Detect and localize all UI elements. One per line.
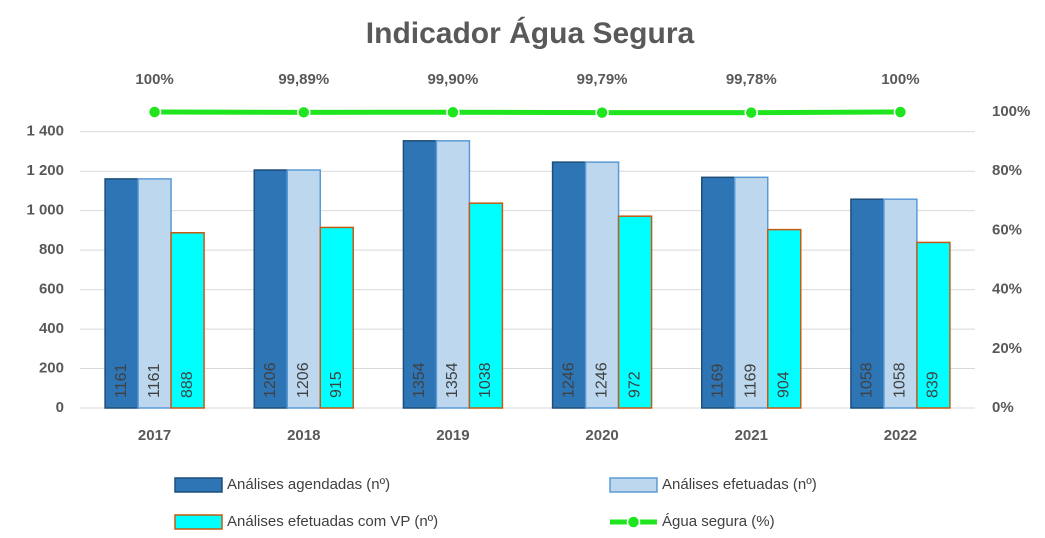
bar-value-label: 904 [775, 371, 792, 398]
bar [584, 161, 620, 409]
bar [170, 232, 205, 409]
line-value-label: 99,79% [577, 71, 628, 88]
bar-value-label: 1206 [295, 362, 312, 398]
bar-value-label: 888 [179, 371, 196, 398]
x-tick-label: 2022 [884, 427, 917, 444]
bar-value-label: 1246 [560, 362, 577, 398]
legend-marker [626, 515, 641, 529]
legend-label: Análises agendadas (nº) [227, 476, 390, 493]
bar-value-label: 1058 [892, 362, 909, 398]
bar [850, 198, 885, 409]
bar-value-label: 1169 [742, 363, 759, 398]
y2-tick-label: 40% [992, 281, 1022, 298]
bar [104, 178, 139, 409]
line-value-label: 100% [881, 71, 919, 88]
legend-label: Análises efetuadas (nº) [662, 476, 817, 493]
bar-value-label: 1038 [477, 362, 494, 398]
chart-title: Indicador Água Segura [366, 16, 695, 50]
bar [767, 228, 802, 409]
line-value-label: 100% [135, 71, 173, 88]
bar [319, 226, 354, 409]
y2-tick-label: 20% [992, 340, 1022, 357]
legend-swatch [174, 477, 223, 493]
y2-tick-label: 0% [992, 399, 1014, 416]
bar-value-label: 1354 [411, 362, 428, 398]
line-marker [744, 105, 758, 120]
bar-value-label: 972 [626, 371, 643, 398]
y-tick-label: 200 [39, 360, 64, 377]
bar-value-label: 1161 [146, 363, 163, 398]
line [154, 109, 901, 116]
y-tick-label: 400 [39, 320, 64, 337]
bar-value-label: 839 [925, 371, 942, 398]
bar [701, 176, 736, 409]
y-tick-label: 0 [56, 399, 64, 416]
y2-tick-label: 80% [992, 162, 1022, 179]
bar-value-label: 1354 [444, 362, 461, 398]
bar [883, 198, 918, 409]
bar-value-label: 1246 [593, 362, 610, 398]
bar [402, 140, 438, 409]
bar-value-label: 1058 [859, 362, 876, 398]
line-marker [297, 105, 311, 120]
y-tick-label: 1 400 [26, 123, 64, 140]
legend-label: Análises efetuadas com VP (nº) [227, 513, 438, 530]
line-value-label: 99,78% [726, 71, 777, 88]
y-tick-label: 600 [39, 281, 64, 298]
x-tick-label: 2017 [138, 427, 171, 444]
bar [916, 241, 951, 409]
x-tick-label: 2018 [287, 427, 320, 444]
bar-value-label: 915 [328, 371, 345, 398]
line-marker [595, 105, 609, 120]
line-marker [147, 105, 162, 119]
x-tick-label: 2020 [585, 427, 618, 444]
bar [286, 169, 321, 409]
y-tick-label: 1 000 [26, 202, 64, 219]
y2-tick-label: 100% [992, 103, 1030, 120]
legend-label: Água segura (%) [662, 513, 775, 530]
y2-tick-label: 60% [992, 221, 1022, 238]
y-tick-label: 800 [39, 241, 64, 258]
bar [137, 178, 172, 409]
legend-swatch [609, 477, 658, 493]
bar [734, 176, 769, 409]
bar [617, 215, 653, 409]
bar-value-label: 1161 [113, 363, 130, 398]
line-value-label: 99,89% [278, 71, 329, 88]
x-tick-label: 2019 [436, 427, 469, 444]
x-tick-label: 2021 [735, 427, 768, 444]
legend-swatch [174, 514, 223, 530]
bar-value-label: 1206 [262, 362, 279, 398]
bar [253, 169, 288, 409]
bar-value-label: 1169 [709, 363, 726, 398]
y-tick-label: 1 200 [26, 162, 64, 179]
line-value-label: 99,90% [427, 71, 478, 88]
line-marker [893, 105, 908, 119]
bar [468, 202, 504, 409]
line-marker [446, 105, 460, 120]
